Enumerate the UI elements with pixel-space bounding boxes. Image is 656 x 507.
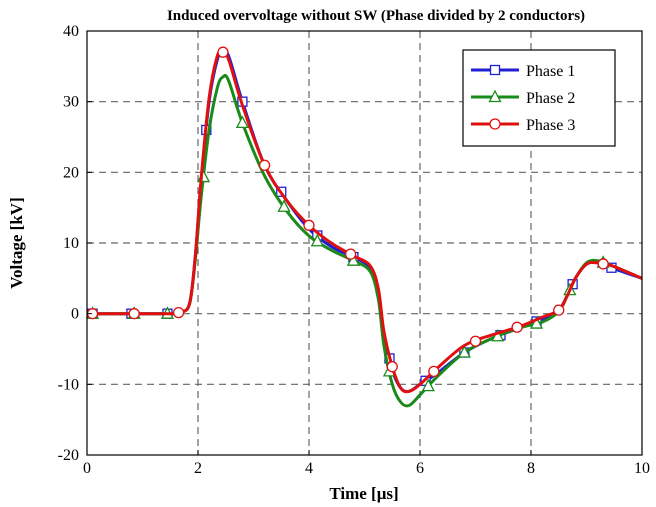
- marker-triangle: [310, 233, 324, 247]
- legend: Phase 1 Phase 2 Phase 3: [462, 49, 616, 147]
- y-tick-label: 0: [71, 306, 79, 323]
- x-axis-label: Time [μs]: [329, 484, 398, 503]
- legend-label: Phase 2: [526, 90, 575, 107]
- marker-triangle: [346, 253, 360, 266]
- series-line: [86, 49, 643, 394]
- x-tick-label: 2: [194, 460, 202, 477]
- y-axis-label: Voltage [kV]: [7, 197, 26, 288]
- y-tick-label: 20: [63, 164, 79, 181]
- marker-circle: [172, 306, 185, 319]
- series-3: [86, 46, 643, 394]
- marker-triangle: [235, 115, 249, 129]
- legend-item: Phase 1: [471, 63, 575, 80]
- y-tick-label: 10: [63, 235, 79, 252]
- marker-circle: [469, 335, 482, 347]
- y-tick-label: 40: [63, 23, 79, 40]
- ticks: 0 2 4 6 8 10 -20 -10 0 10 20 30 40: [58, 23, 650, 477]
- x-tick-label: 10: [634, 460, 650, 477]
- y-tick-label: -10: [58, 376, 79, 393]
- legend-label: Phase 3: [526, 117, 575, 134]
- marker-triangle: [488, 89, 502, 103]
- legend-item: Phase 3: [471, 117, 575, 134]
- marker-circle: [597, 258, 609, 270]
- marker-circle: [303, 219, 315, 231]
- marker-triangle: [457, 345, 471, 358]
- marker-square: [489, 64, 501, 76]
- marker-triangle: [277, 199, 291, 212]
- x-tick-label: 4: [305, 460, 313, 477]
- marker-circle: [428, 365, 440, 378]
- legend-label: Phase 1: [526, 63, 575, 80]
- marker-circle: [553, 304, 565, 316]
- series-layer: [85, 46, 643, 408]
- marker-circle: [386, 361, 398, 373]
- marker-circle: [258, 159, 271, 171]
- marker-circle: [344, 248, 357, 260]
- marker-triangle: [529, 316, 544, 329]
- x-tick-label: 6: [416, 460, 424, 477]
- marker-circle: [217, 46, 229, 58]
- marker-circle: [511, 321, 523, 333]
- legend-item: Phase 2: [471, 89, 575, 107]
- y-tick-label: 30: [63, 94, 79, 111]
- y-tick-label: -20: [58, 447, 79, 464]
- marker-circle: [128, 308, 140, 320]
- marker-triangle: [421, 378, 435, 392]
- marker-circle: [489, 118, 501, 130]
- x-tick-label: 0: [83, 460, 91, 477]
- x-tick-label: 8: [527, 460, 535, 477]
- chart-title: Induced overvoltage without SW (Phase di…: [167, 8, 585, 24]
